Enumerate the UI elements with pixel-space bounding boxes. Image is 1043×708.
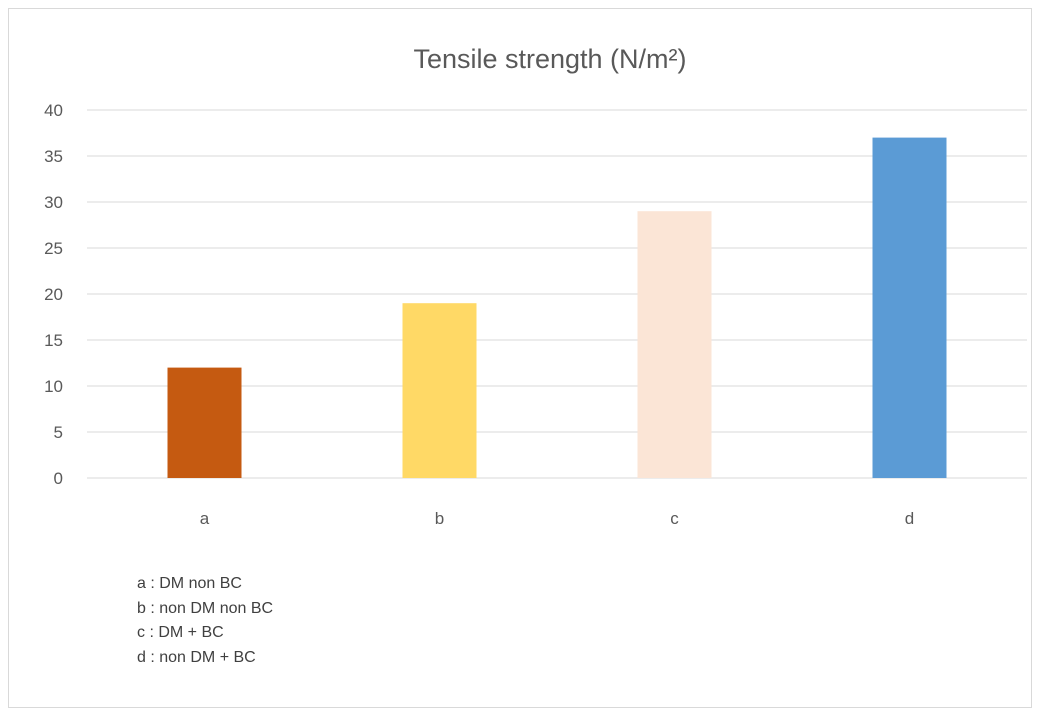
y-tick-label: 30	[44, 193, 63, 212]
gridlines	[87, 109, 1027, 479]
x-tick-label-c: c	[670, 509, 679, 528]
x-tick-label-a: a	[200, 509, 210, 528]
y-tick-label: 20	[44, 285, 63, 304]
note-a: a : DM non BC	[137, 575, 242, 592]
y-tick-label: 10	[44, 377, 63, 396]
x-tick-label-b: b	[435, 509, 444, 528]
y-tick-label: 25	[44, 239, 63, 258]
y-tick-label: 5	[54, 423, 63, 442]
y-tick-label: 0	[54, 469, 63, 488]
x-axis-ticks: a b c d	[200, 509, 914, 528]
bar-a	[167, 367, 242, 478]
note-b: b : non DM non BC	[137, 599, 274, 617]
bar-b	[402, 303, 477, 478]
category-notes: a : DM non BC b : non DM non BC c : DM +…	[137, 572, 273, 670]
y-tick-label: 40	[44, 101, 63, 120]
bar-d	[872, 137, 947, 478]
y-tick-label: 35	[44, 147, 63, 166]
bars	[167, 137, 947, 478]
chart-frame	[8, 8, 1032, 708]
y-axis-ticks: 0 5 10 15 20 25 30 35 40	[44, 101, 63, 488]
y-tick-label: 15	[44, 331, 63, 350]
note-c: c : DM + BC	[137, 624, 224, 641]
x-tick-label-d: d	[905, 509, 914, 528]
note-d: d : non DM + BC	[137, 648, 256, 666]
chart-svg: Tensile strength (N/m²) 0 5 10 15 20 25 30 35 40…	[44, 44, 1027, 528]
chart-title: Tensile strength (N/m²)	[413, 44, 686, 74]
bar-c	[637, 211, 712, 478]
